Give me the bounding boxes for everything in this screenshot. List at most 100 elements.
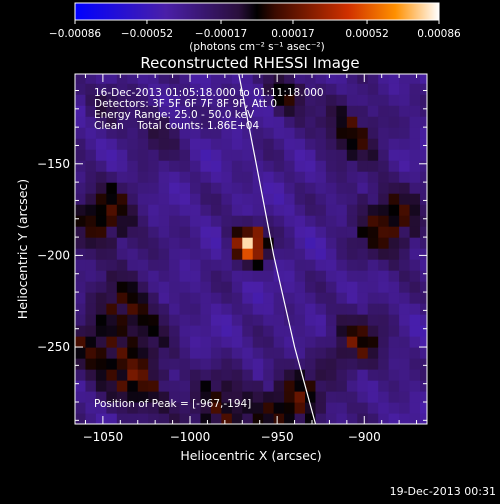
heatmap-cell [137, 74, 149, 84]
heatmap-cell [116, 347, 128, 359]
annotation-energy: Energy Range: 25.0 - 50.0 keV [94, 109, 255, 121]
heatmap-cell [242, 325, 254, 337]
heatmap-cell [315, 94, 327, 106]
heatmap-cell [210, 204, 222, 216]
heatmap-cell [420, 358, 427, 370]
heatmap-cell [263, 138, 275, 150]
heatmap-cell [137, 116, 149, 128]
heatmap-cell [85, 204, 97, 216]
heatmap-cell [263, 358, 275, 370]
heatmap-cell [305, 303, 317, 315]
heatmap-cell [106, 182, 118, 194]
heatmap-cell [116, 193, 128, 205]
heatmap-cell [85, 402, 97, 414]
heatmap-cell [127, 193, 139, 205]
heatmap-cell [263, 237, 275, 249]
heatmap-cell [252, 248, 264, 260]
heatmap-cell [200, 402, 212, 414]
heatmap-cell [158, 402, 170, 414]
heatmap-cell [190, 281, 202, 293]
heatmap-cell [336, 226, 348, 238]
heatmap-cell [367, 314, 379, 326]
heatmap-cell [378, 402, 390, 414]
heatmap-cell [127, 380, 139, 392]
heatmap-cell [231, 270, 243, 282]
heatmap-cell [263, 402, 275, 414]
heatmap-cell [378, 314, 390, 326]
heatmap-cell [263, 369, 275, 381]
heatmap-cell [190, 94, 202, 106]
heatmap-cell [75, 74, 87, 84]
heatmap-cell [85, 281, 97, 293]
heatmap-cell [357, 391, 369, 403]
heatmap-cell [148, 160, 160, 172]
heatmap-cell [148, 303, 160, 315]
heatmap-cell [252, 336, 264, 348]
heatmap-cell [409, 292, 421, 304]
heatmap-cell [190, 292, 202, 304]
heatmap-cell [231, 226, 243, 238]
heatmap-cell [200, 127, 212, 139]
heatmap-cell [127, 281, 139, 293]
heatmap-cell [357, 105, 369, 117]
heatmap-cell [325, 358, 337, 370]
heatmap-cell [200, 325, 212, 337]
heatmap-cell [85, 259, 97, 271]
heatmap-cell [325, 303, 337, 315]
heatmap-cell [106, 94, 118, 106]
heatmap-cell [190, 204, 202, 216]
heatmap-cell [242, 226, 254, 238]
heatmap-cell [95, 380, 107, 392]
heatmap-cell [388, 237, 400, 249]
heatmap-cell [294, 171, 306, 183]
heatmap-cell [179, 215, 191, 227]
heatmap-cell [284, 160, 296, 172]
heatmap-cell [127, 369, 139, 381]
heatmap-cell [106, 380, 118, 392]
heatmap-cell [367, 369, 379, 381]
heatmap-cell [420, 369, 427, 381]
heatmap-cell [367, 193, 379, 205]
heatmap-cell [127, 259, 139, 271]
heatmap-cell [169, 413, 181, 424]
heatmap-cell [106, 336, 118, 348]
heatmap-cell [127, 292, 139, 304]
heatmap-cell [284, 237, 296, 249]
heatmap-cell [95, 105, 107, 117]
heatmap-cell [294, 259, 306, 271]
heatmap-cell [325, 391, 337, 403]
heatmap-cell [420, 336, 427, 348]
heatmap-cell [169, 237, 181, 249]
heatmap-cell [388, 314, 400, 326]
heatmap-cell [294, 402, 306, 414]
heatmap-cell [273, 369, 285, 381]
heatmap-cell [294, 138, 306, 150]
heatmap-cell [420, 325, 427, 337]
heatmap-cell [242, 314, 254, 326]
heatmap-cell [221, 270, 233, 282]
heatmap-cell [158, 226, 170, 238]
heatmap-cell [148, 215, 160, 227]
heatmap-cell [273, 94, 285, 106]
heatmap-cell [148, 105, 160, 117]
heatmap-cell [75, 347, 87, 359]
heatmap-cell [388, 281, 400, 293]
heatmap-cell [106, 149, 118, 161]
heatmap-cell [85, 314, 97, 326]
heatmap-cell [190, 402, 202, 414]
heatmap-cell [127, 391, 139, 403]
heatmap-cell [378, 94, 390, 106]
heatmap-cell [95, 303, 107, 315]
heatmap-cell [106, 116, 118, 128]
heatmap-cell [346, 149, 358, 161]
x-tick-label: −1000 [170, 430, 211, 444]
heatmap-cell [409, 380, 421, 392]
heatmap-cell [158, 237, 170, 249]
heatmap-cell [179, 105, 191, 117]
heatmap-cell [273, 281, 285, 293]
heatmap-cell [179, 413, 191, 424]
heatmap-cell [137, 237, 149, 249]
heatmap-cell [190, 336, 202, 348]
colorbar-tick-label: −0.00086 [49, 28, 102, 40]
x-tick-label: −950 [261, 430, 294, 444]
